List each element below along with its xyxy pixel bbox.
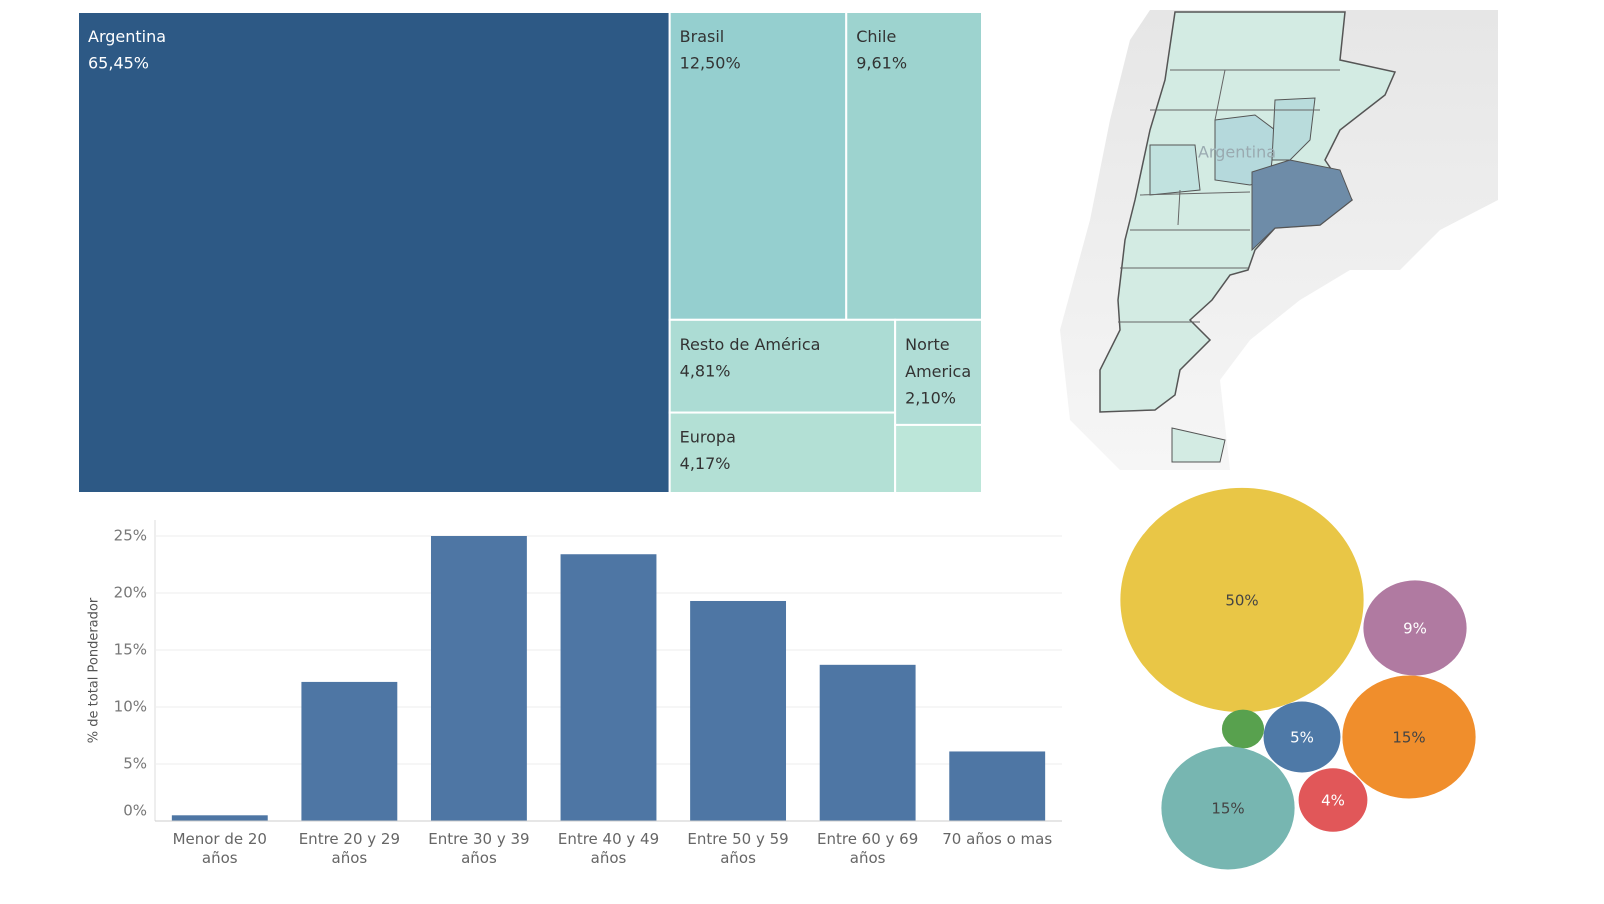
bar [430, 536, 527, 821]
y-tick-label: 20% [114, 584, 147, 602]
map: Argentina [995, 8, 1498, 473]
y-tick-label: 10% [114, 698, 147, 716]
province [1149, 144, 1201, 196]
treemap-value: 12,50% [680, 54, 741, 73]
treemap-value: 2,10% [905, 388, 956, 407]
x-tick-label: Entre 20 y 29 años [299, 830, 400, 867]
bubble [1120, 487, 1364, 713]
x-tick-label: Entre 40 y 49 años [558, 830, 659, 867]
x-tick-label: Entre 30 y 39 años [428, 830, 529, 867]
x-tick-label: Entre 60 y 69 años [817, 830, 918, 867]
bubble [1363, 580, 1467, 676]
bubble-label: 15% [1392, 729, 1425, 747]
bar [301, 681, 398, 821]
x-tick-label: 70 años o mas [942, 830, 1052, 848]
bar [171, 815, 268, 821]
treemap-label: Chile [856, 27, 896, 46]
treemap-cell [894, 423, 983, 495]
treemap-label: Resto de América [680, 334, 821, 353]
treemap-cell [668, 318, 897, 414]
bubble [1161, 746, 1295, 870]
bubble-label: 9% [1403, 620, 1427, 638]
bar [690, 600, 787, 821]
y-tick-label: 5% [123, 755, 147, 773]
province-borders [1118, 69, 1340, 323]
bar [949, 751, 1046, 821]
x-tick-label: Menor de 20 años [173, 830, 267, 867]
treemap-label: Norte America [905, 334, 971, 380]
treemap-value: 65,45% [88, 54, 149, 73]
province [1271, 97, 1316, 161]
bubble-label: 5% [1290, 729, 1314, 747]
argentina-outline [1099, 11, 1397, 413]
x-tick-label: Entre 50 y 59 años [687, 830, 788, 867]
tierra-del-fuego [1171, 427, 1226, 463]
treemap-cell [668, 411, 897, 494]
bubble-label: 15% [1211, 800, 1244, 818]
treemap-label: Europa [680, 427, 736, 446]
buenos-aires [1251, 159, 1353, 252]
bubble [1298, 768, 1368, 832]
y-tick-label: 25% [114, 527, 147, 545]
treemap-label: Argentina [88, 27, 166, 46]
treemap-value: 4,17% [680, 454, 731, 473]
y-tick-label: 0% [123, 802, 147, 820]
treemap-cell [77, 11, 671, 494]
bubble [1221, 709, 1265, 749]
treemap-value: 4,81% [680, 361, 731, 380]
y-tick-label: 15% [114, 641, 147, 659]
treemap-label: Brasil [680, 27, 725, 46]
bubble [1342, 675, 1476, 799]
treemap-value: 9,61% [856, 54, 907, 73]
bar [560, 554, 657, 821]
bubble-label: 4% [1321, 792, 1345, 810]
treemap-cell [845, 11, 983, 321]
y-axis-label: % de total Ponderador [87, 597, 102, 743]
map-label: Argentina [1198, 143, 1276, 162]
bubble [1263, 701, 1341, 773]
bubble-label: 50% [1225, 592, 1258, 610]
bar [819, 664, 916, 821]
